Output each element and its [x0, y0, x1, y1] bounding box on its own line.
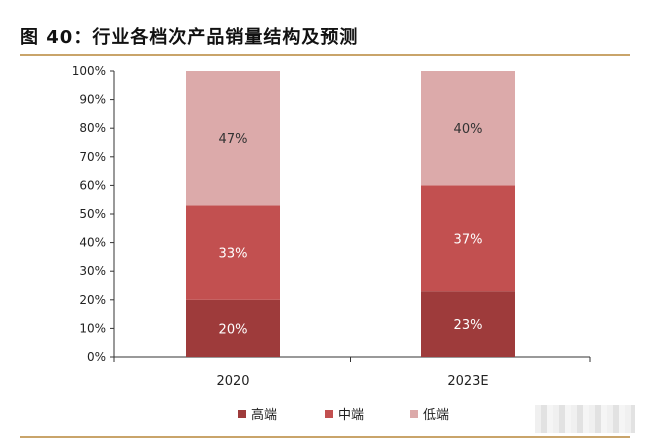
legend-label: 低端: [423, 408, 449, 423]
title-divider: [20, 54, 630, 56]
bar-segment: [186, 205, 280, 300]
legend-label: 高端: [251, 407, 277, 423]
y-tick-label: 10%: [79, 321, 106, 335]
legend-swatch: [325, 410, 333, 418]
y-tick-label: 80%: [79, 121, 106, 135]
y-tick-label: 90%: [79, 93, 106, 107]
y-tick-label: 40%: [79, 236, 106, 250]
bar-segment: [421, 291, 515, 357]
x-tick-label: 2023E: [447, 374, 488, 389]
y-tick-label: 50%: [79, 207, 106, 221]
bar-segment: [421, 185, 515, 292]
data-label: 20%: [219, 322, 248, 337]
chart-title: 图 40：行业各档次产品销量结构及预测: [20, 27, 359, 48]
bar-segment: [421, 71, 515, 186]
data-label: 33%: [219, 247, 248, 262]
data-label: 23%: [454, 318, 483, 333]
y-tick-label: 60%: [79, 178, 106, 192]
y-tick-label: 20%: [79, 293, 106, 307]
bar-segment: [186, 299, 280, 357]
y-tick-label: 100%: [72, 64, 106, 78]
y-tick-label: 70%: [79, 150, 106, 164]
watermark-blur: [535, 405, 635, 433]
footer-divider: [20, 436, 630, 438]
legend-swatch: [238, 410, 246, 418]
legend-swatch: [410, 410, 418, 418]
legend-label: 中端: [338, 408, 364, 423]
y-tick-label: 30%: [79, 264, 106, 278]
data-label: 47%: [219, 132, 248, 147]
data-label: 37%: [454, 232, 483, 247]
y-tick-label: 0%: [87, 350, 106, 364]
x-tick-label: 2020: [216, 374, 249, 389]
data-label: 40%: [454, 122, 483, 137]
bar-segment: [186, 71, 280, 206]
